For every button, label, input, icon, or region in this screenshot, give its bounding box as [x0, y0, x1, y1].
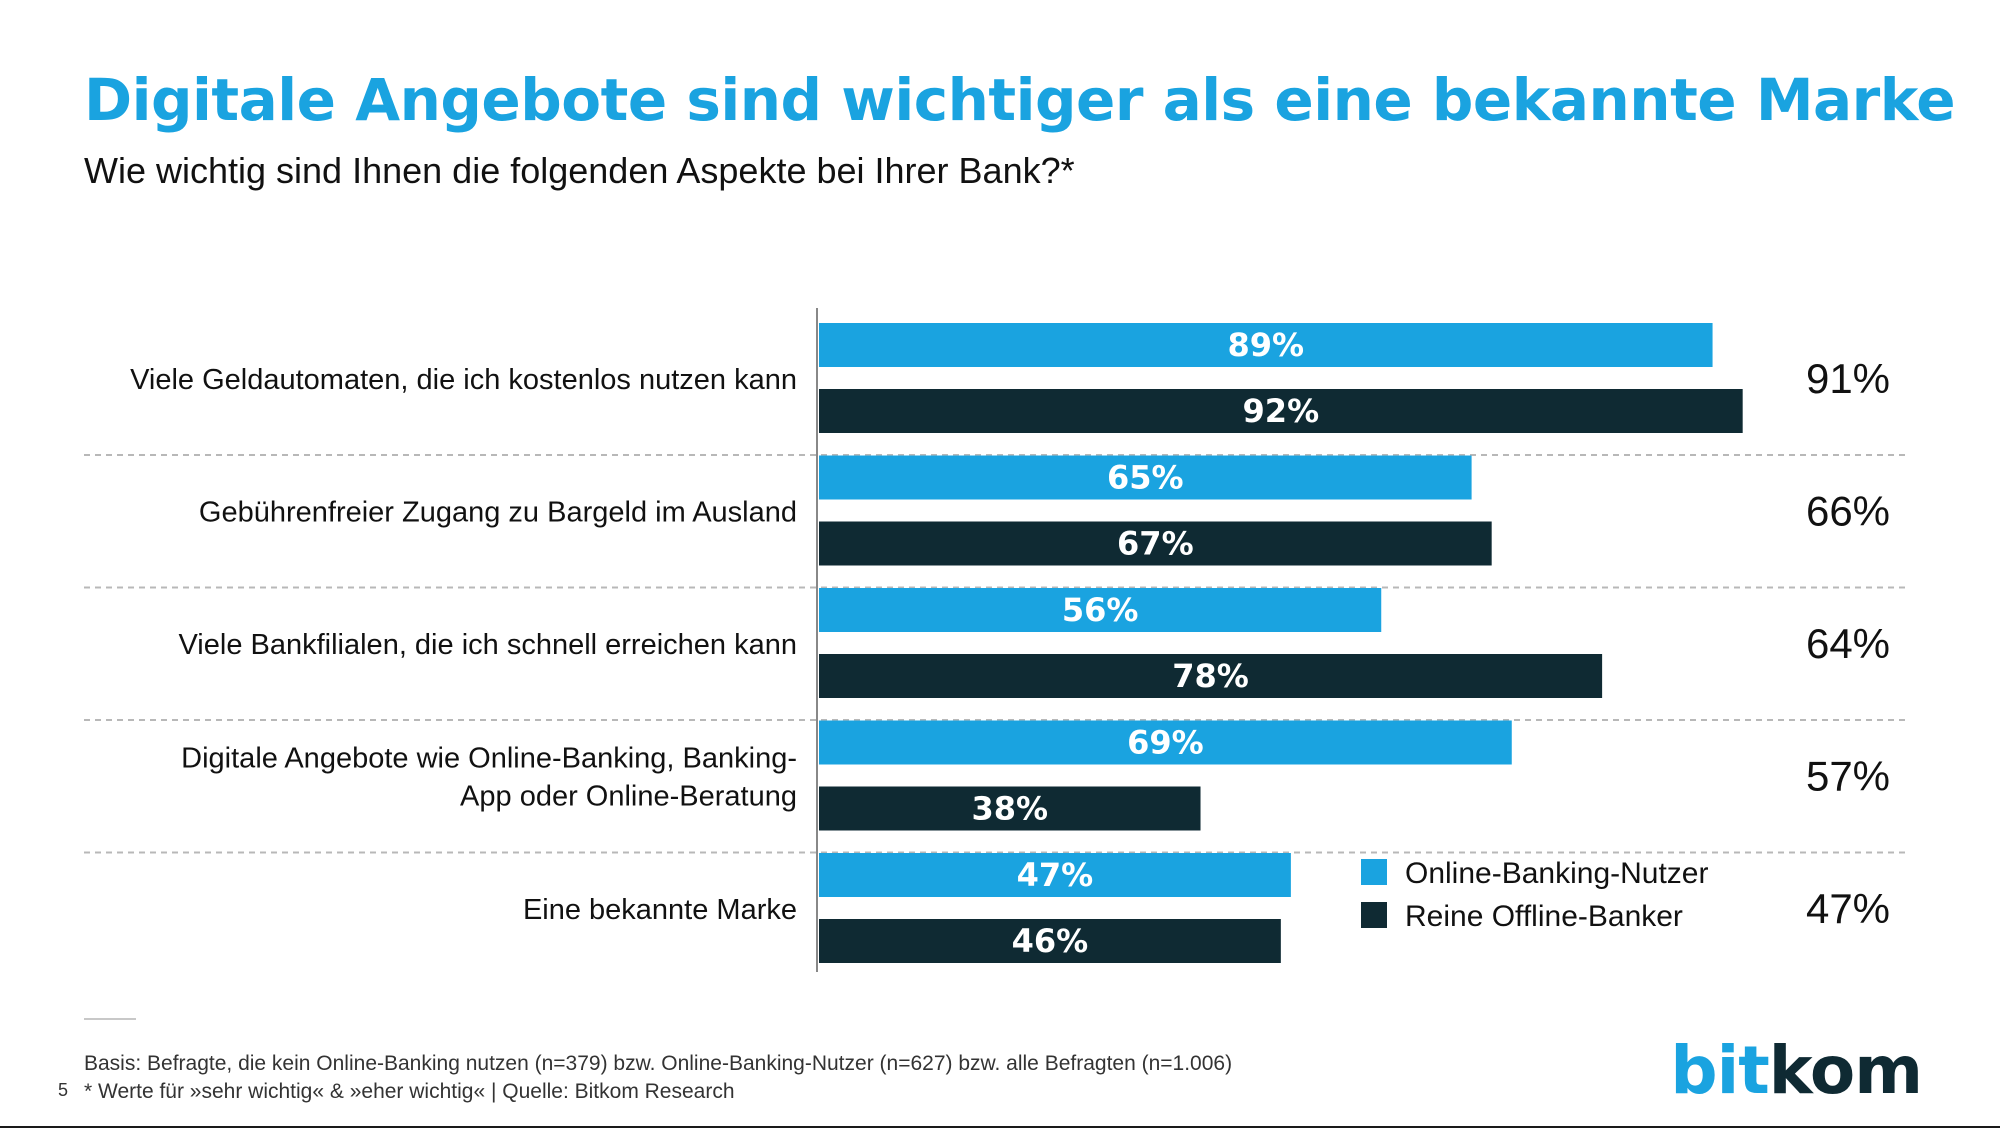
- bottom-border: [0, 1126, 2000, 1128]
- total-value-label: 57%: [1806, 753, 1890, 800]
- bar: [819, 720, 1512, 765]
- category-label: Viele Bankfilialen, die ich schnell erre…: [178, 629, 797, 661]
- bar-value-label: 89%: [1227, 326, 1304, 364]
- page-number: 5: [58, 1080, 69, 1100]
- bar-value-label: 78%: [1172, 657, 1249, 695]
- total-value-label: 66%: [1806, 488, 1890, 535]
- bar-value-label: 65%: [1107, 459, 1184, 497]
- bar-value-label: 67%: [1117, 525, 1194, 563]
- bar: [819, 853, 1291, 897]
- total-value-label: 64%: [1806, 620, 1890, 667]
- bar: [819, 389, 1743, 433]
- total-value-label: 91%: [1806, 355, 1890, 402]
- category-label: Digitale Angebote wie Online-Banking, Ba…: [181, 743, 797, 775]
- total-value-label: 47%: [1806, 885, 1890, 932]
- bar-value-label: 92%: [1243, 392, 1320, 430]
- bar: [819, 919, 1281, 963]
- bar: [819, 654, 1603, 698]
- bitkom-logo: bitkom: [1670, 1032, 1923, 1109]
- bar-value-label: 46%: [1012, 922, 1089, 960]
- category-label: Viele Geldautomaten, die ich kostenlos n…: [130, 364, 797, 396]
- legend-label: Reine Offline-Banker: [1405, 900, 1683, 933]
- footnote-basis: Basis: Befragte, die kein Online-Banking…: [84, 1052, 1233, 1075]
- category-label: Eine bekannte Marke: [523, 894, 797, 926]
- legend-swatch: [1361, 902, 1387, 928]
- bar: [819, 323, 1713, 367]
- bar: [819, 588, 1382, 632]
- footnote-divider: [84, 1018, 136, 1020]
- footnote-source: * Werte für »sehr wichtig« & »eher wicht…: [84, 1080, 735, 1103]
- category-label: App oder Online-Beratung: [460, 781, 797, 813]
- bar: [819, 786, 1201, 831]
- legend-swatch: [1361, 859, 1387, 885]
- bar-value-label: 47%: [1017, 856, 1094, 894]
- category-label: Gebührenfreier Zugang zu Bargeld im Ausl…: [199, 497, 797, 529]
- legend-label: Online-Banking-Nutzer: [1405, 857, 1708, 890]
- bar-chart: Viele Geldautomaten, die ich kostenlos n…: [84, 308, 1906, 972]
- chart-subtitle: Wie wichtig sind Ihnen die folgenden Asp…: [84, 150, 1075, 191]
- bar: [819, 521, 1492, 566]
- chart-title: Digitale Angebote sind wichtiger als ein…: [84, 66, 1956, 134]
- bar-value-label: 56%: [1062, 591, 1139, 629]
- bar-value-label: 69%: [1127, 724, 1204, 762]
- bar-value-label: 38%: [971, 790, 1048, 828]
- bar: [819, 455, 1472, 500]
